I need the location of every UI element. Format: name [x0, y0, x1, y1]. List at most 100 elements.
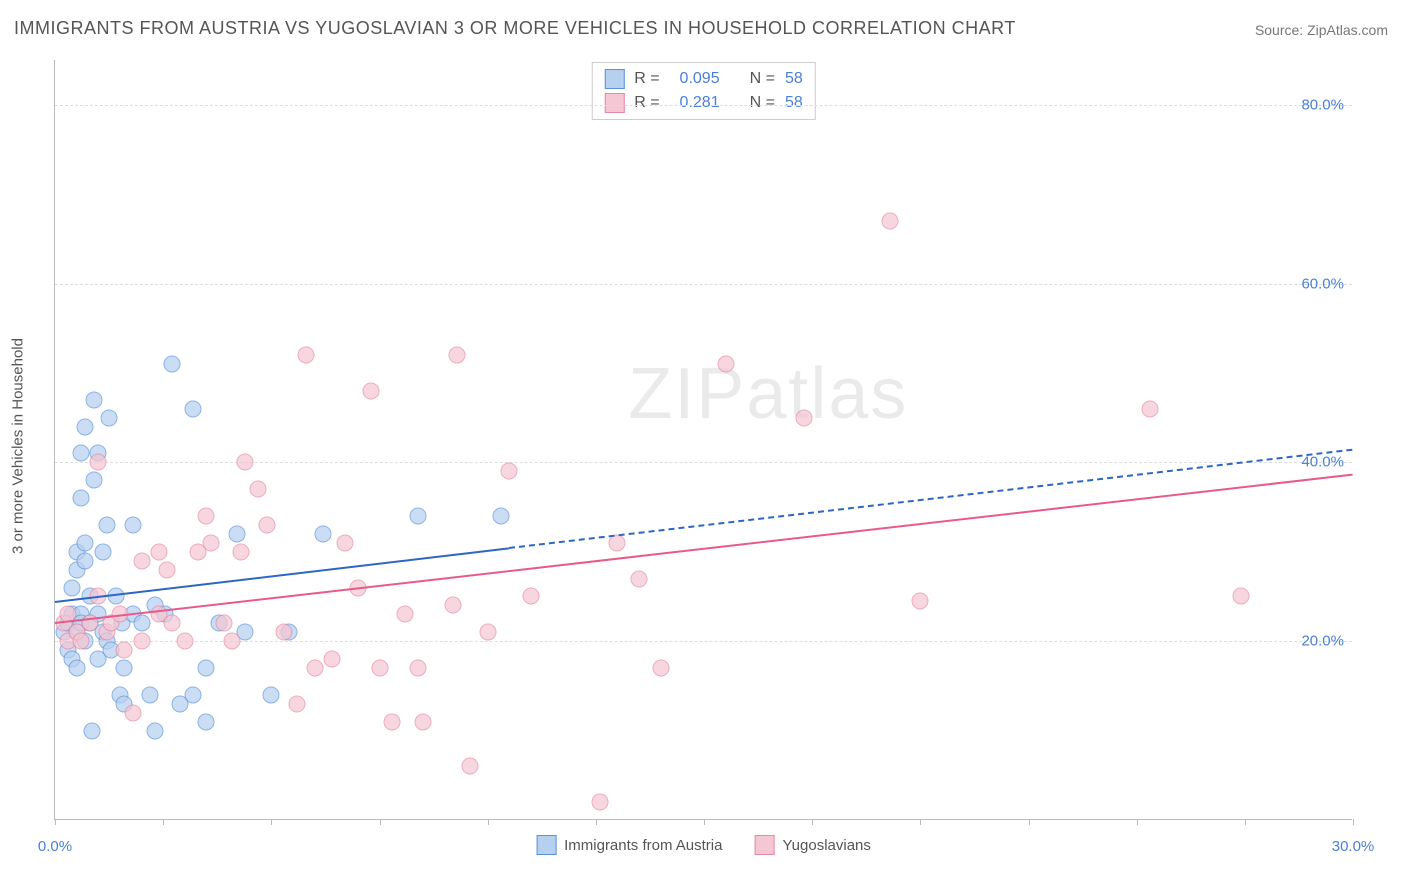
scatter-point: [77, 418, 94, 435]
scatter-point: [479, 624, 496, 641]
scatter-point: [133, 615, 150, 632]
y-tick-label: 20.0%: [1301, 633, 1344, 650]
chart-container: IMMIGRANTS FROM AUSTRIA VS YUGOSLAVIAN 3…: [0, 0, 1406, 892]
bottom-legend: Immigrants from Austria Yugoslavians: [536, 835, 871, 855]
trend-line: [55, 473, 1353, 623]
x-tick-mark: [271, 819, 272, 825]
scatter-point: [492, 508, 509, 525]
legend-swatch: [754, 835, 774, 855]
stat-r-label: R =: [634, 70, 659, 88]
scatter-point: [362, 382, 379, 399]
chart-title: IMMIGRANTS FROM AUSTRIA VS YUGOSLAVIAN 3…: [14, 18, 1016, 39]
legend-label: Immigrants from Austria: [564, 837, 722, 854]
x-tick-mark: [380, 819, 381, 825]
scatter-point: [68, 660, 85, 677]
scatter-point: [250, 481, 267, 498]
scatter-point: [116, 642, 133, 659]
scatter-point: [289, 695, 306, 712]
x-tick-mark: [920, 819, 921, 825]
scatter-point: [397, 606, 414, 623]
x-tick-mark: [812, 819, 813, 825]
scatter-point: [163, 615, 180, 632]
scatter-point: [263, 686, 280, 703]
scatter-point: [116, 660, 133, 677]
source-label: Source: ZipAtlas.com: [1255, 22, 1388, 38]
scatter-point: [336, 534, 353, 551]
x-tick-mark: [596, 819, 597, 825]
trend-line: [55, 547, 510, 603]
stat-r-label: R =: [634, 94, 659, 112]
scatter-point: [159, 561, 176, 578]
legend-label: Yugoslavians: [782, 837, 870, 854]
scatter-point: [72, 633, 89, 650]
legend-swatch: [604, 93, 624, 113]
scatter-point: [631, 570, 648, 587]
scatter-point: [176, 633, 193, 650]
scatter-point: [85, 391, 102, 408]
gridline-y: [55, 641, 1352, 642]
y-tick-label: 80.0%: [1301, 96, 1344, 113]
scatter-point: [163, 356, 180, 373]
scatter-point: [133, 552, 150, 569]
scatter-point: [276, 624, 293, 641]
scatter-point: [237, 454, 254, 471]
scatter-point: [101, 409, 118, 426]
scatter-point: [410, 660, 427, 677]
scatter-point: [795, 409, 812, 426]
scatter-point: [150, 543, 167, 560]
scatter-point: [72, 490, 89, 507]
scatter-point: [306, 660, 323, 677]
scatter-point: [124, 704, 141, 721]
x-tick-mark: [704, 819, 705, 825]
scatter-point: [259, 516, 276, 533]
scatter-point: [94, 543, 111, 560]
scatter-point: [410, 508, 427, 525]
x-tick-mark: [55, 819, 56, 825]
legend-item: Immigrants from Austria: [536, 835, 722, 855]
scatter-point: [384, 713, 401, 730]
scatter-point: [146, 722, 163, 739]
scatter-point: [462, 758, 479, 775]
scatter-point: [198, 660, 215, 677]
scatter-point: [198, 713, 215, 730]
scatter-point: [64, 579, 81, 596]
scatter-point: [198, 508, 215, 525]
stat-n-value: 58: [785, 70, 803, 88]
stats-box: R =0.095N =58R =0.281N =58: [591, 62, 815, 120]
scatter-point: [142, 686, 159, 703]
scatter-point: [371, 660, 388, 677]
scatter-point: [1141, 400, 1158, 417]
scatter-point: [77, 534, 94, 551]
scatter-point: [185, 686, 202, 703]
x-tick-mark: [1137, 819, 1138, 825]
scatter-point: [912, 592, 929, 609]
scatter-point: [224, 633, 241, 650]
legend-swatch: [604, 69, 624, 89]
stat-n-label: N =: [750, 70, 775, 88]
scatter-point: [501, 463, 518, 480]
scatter-point: [85, 472, 102, 489]
scatter-point: [592, 794, 609, 811]
stats-row: R =0.095N =58: [604, 67, 802, 91]
scatter-point: [233, 543, 250, 560]
scatter-point: [90, 454, 107, 471]
scatter-point: [98, 516, 115, 533]
y-tick-label: 60.0%: [1301, 275, 1344, 292]
scatter-point: [124, 516, 141, 533]
scatter-point: [83, 722, 100, 739]
scatter-point: [449, 347, 466, 364]
x-tick-mark: [1353, 819, 1354, 825]
x-tick-mark: [1245, 819, 1246, 825]
legend-swatch: [536, 835, 556, 855]
x-tick-mark: [163, 819, 164, 825]
x-tick-mark: [1029, 819, 1030, 825]
y-axis-label: 3 or more Vehicles in Household: [10, 338, 27, 554]
scatter-point: [1232, 588, 1249, 605]
gridline-y: [55, 105, 1352, 106]
scatter-point: [228, 525, 245, 542]
x-tick-label: 30.0%: [1332, 838, 1375, 855]
scatter-point: [652, 660, 669, 677]
plot-area: ZIPatlas R =0.095N =58R =0.281N =58 Immi…: [54, 60, 1352, 820]
legend-item: Yugoslavians: [754, 835, 870, 855]
stats-row: R =0.281N =58: [604, 91, 802, 115]
